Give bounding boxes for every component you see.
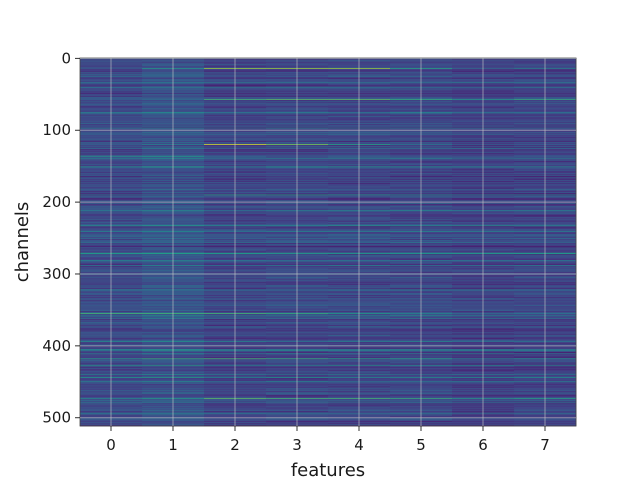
y-tick-label: 100: [42, 121, 71, 139]
x-tick-label: 5: [416, 436, 426, 454]
x-tick-label: 0: [106, 436, 116, 454]
x-tick-label: 1: [168, 436, 178, 454]
y-tick-label: 300: [42, 265, 71, 283]
grid-lines: [80, 57, 576, 426]
y-axis-label: channels: [12, 202, 33, 283]
x-tick-label: 3: [292, 436, 302, 454]
x-tick-label: 2: [230, 436, 240, 454]
x-tick-label: 6: [478, 436, 488, 454]
y-axis: 0 100 200 300 400 500: [42, 49, 80, 427]
x-axis-label: features: [291, 460, 365, 480]
x-axis: 0 1 2 3 4 5 6 7: [106, 426, 550, 454]
x-tick-label: 4: [354, 436, 364, 454]
y-tick-label: 400: [42, 337, 71, 355]
x-tick-label: 7: [540, 436, 550, 454]
y-tick-label: 0: [61, 49, 71, 67]
y-tick-label: 500: [42, 409, 71, 427]
y-tick-label: 200: [42, 193, 71, 211]
heatmap-plot-area: [79, 57, 577, 427]
